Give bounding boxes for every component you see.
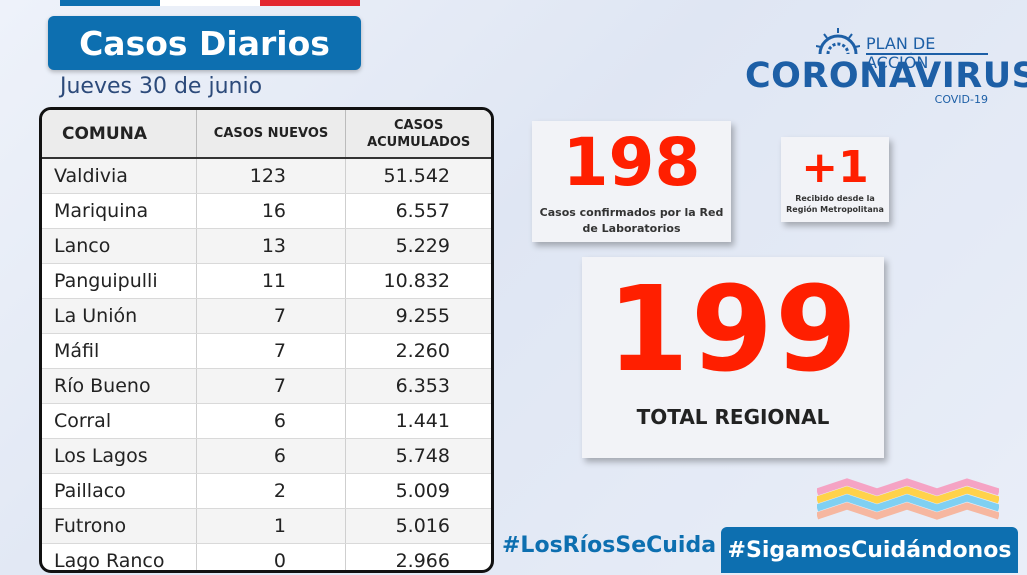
cell-acumulados: 6.557 (395, 200, 450, 222)
cell-comuna: Panguipulli (42, 264, 197, 298)
cell-comuna: Lanco (42, 229, 197, 263)
cell-comuna: Futrono (42, 509, 197, 543)
coronavirus-logo: PLAN DE ACCIÓN CORONAVIRUS COVID-19 (742, 26, 1027, 106)
table-row: Lago Ranco 0 2.966 (42, 544, 491, 572)
sun-icon (816, 28, 860, 54)
confirmed-caption: Casos confirmados por la Red de Laborato… (539, 206, 724, 235)
page-title: Casos Diarios (48, 16, 361, 70)
cell-acumulados: 2.966 (395, 550, 450, 572)
received-value: +1 (801, 142, 869, 193)
table-row: Mariquina 16 6.557 (42, 194, 491, 229)
table-row: Corral 6 1.441 (42, 404, 491, 439)
logo-sub: COVID-19 (934, 93, 988, 106)
cell-nuevos: 11 (197, 264, 346, 298)
total-card: 199 TOTAL REGIONAL (582, 257, 884, 458)
table-row: Futrono 1 5.016 (42, 509, 491, 544)
table-row: La Unión 7 9.255 (42, 299, 491, 334)
cell-nuevos: 2 (197, 474, 346, 508)
table-row: Paillaco 2 5.009 (42, 474, 491, 509)
rainbow-waves-decoration (817, 478, 999, 520)
logo-plan-text: PLAN DE ACCIÓN (866, 34, 936, 72)
header-acumulados: CASOS ACUMULADOS (367, 117, 471, 150)
cell-acumulados: 51.542 (383, 165, 450, 187)
confirmed-value: 198 (562, 124, 701, 201)
cell-acumulados: 10.832 (383, 270, 450, 292)
table-row: Máfil 7 2.260 (42, 334, 491, 369)
cell-acumulados: 1.441 (395, 410, 450, 432)
header-comuna: COMUNA (42, 110, 197, 157)
cell-comuna: Paillaco (42, 474, 197, 508)
cases-table: COMUNA CASOS NUEVOS CASOS ACUMULADOS Val… (39, 107, 494, 573)
cell-comuna: Mariquina (42, 194, 197, 228)
cell-acumulados: 5.748 (395, 445, 450, 467)
cell-nuevos: 0 (197, 544, 346, 570)
cell-comuna: Máfil (42, 334, 197, 368)
cell-nuevos: 123 (197, 159, 346, 193)
table-header: COMUNA CASOS NUEVOS CASOS ACUMULADOS (42, 110, 491, 159)
cell-nuevos: 13 (197, 229, 346, 263)
hashtag-sigamos: #SigamosCuidándonos (721, 527, 1018, 573)
cell-acumulados: 5.016 (395, 515, 450, 537)
table-row: Lanco 13 5.229 (42, 229, 491, 264)
cell-acumulados: 9.255 (395, 305, 450, 327)
cell-comuna: Los Lagos (42, 439, 197, 473)
cell-nuevos: 6 (197, 439, 346, 473)
table-row: Panguipulli 11 10.832 (42, 264, 491, 299)
cell-nuevos: 7 (197, 299, 346, 333)
cell-comuna: La Unión (42, 299, 197, 333)
table-row: Los Lagos 6 5.748 (42, 439, 491, 474)
total-caption: TOTAL REGIONAL (636, 405, 830, 429)
received-card: +1 Recibido desde la Región Metropolitan… (781, 137, 889, 222)
cell-nuevos: 7 (197, 369, 346, 403)
table-body: Valdivia 123 51.542 Mariquina 16 6.557 Lanco 13… (42, 159, 491, 572)
cell-comuna: Lago Ranco (42, 544, 197, 570)
flag-stripe (60, 0, 360, 6)
cell-nuevos: 1 (197, 509, 346, 543)
cell-acumulados: 2.260 (395, 340, 450, 362)
cell-nuevos: 6 (197, 404, 346, 438)
cell-acumulados: 5.009 (395, 480, 450, 502)
header-nuevos: CASOS NUEVOS (197, 110, 347, 157)
cell-nuevos: 16 (197, 194, 346, 228)
cell-acumulados: 6.353 (395, 375, 450, 397)
total-value: 199 (606, 260, 860, 398)
cell-comuna: Corral (42, 404, 197, 438)
date-subtitle: Jueves 30 de junio (60, 74, 263, 99)
table-row: Valdivia 123 51.542 (42, 159, 491, 194)
cell-comuna: Valdivia (42, 159, 197, 193)
cell-comuna: Río Bueno (42, 369, 197, 403)
confirmed-card: 198 Casos confirmados por la Red de Labo… (532, 121, 731, 242)
table-row: Río Bueno 7 6.353 (42, 369, 491, 404)
received-caption: Recibido desde la Región Metropolitana (786, 194, 884, 214)
hashtag-losrios: #LosRíosSeCuida (502, 533, 717, 558)
logo-divider (866, 53, 988, 55)
logo-name: CORONAVIRUS (745, 56, 1027, 96)
cell-acumulados: 5.229 (395, 235, 450, 257)
cell-nuevos: 7 (197, 334, 346, 368)
